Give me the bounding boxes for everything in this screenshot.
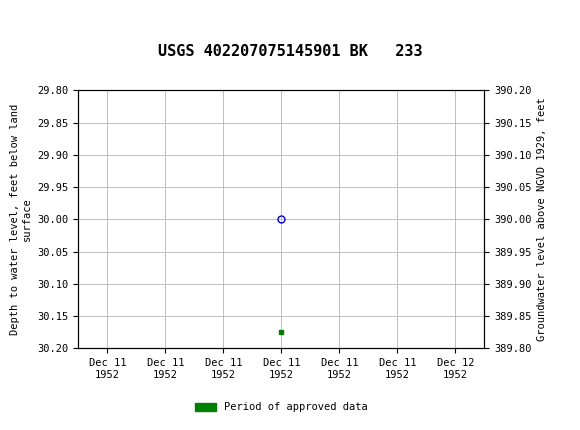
Text: ≡USGS: ≡USGS <box>3 11 57 29</box>
Legend: Period of approved data: Period of approved data <box>191 398 372 417</box>
Y-axis label: Groundwater level above NGVD 1929, feet: Groundwater level above NGVD 1929, feet <box>537 98 547 341</box>
Y-axis label: Depth to water level, feet below land
surface: Depth to water level, feet below land su… <box>10 104 32 335</box>
Text: USGS 402207075145901 BK   233: USGS 402207075145901 BK 233 <box>158 44 422 59</box>
